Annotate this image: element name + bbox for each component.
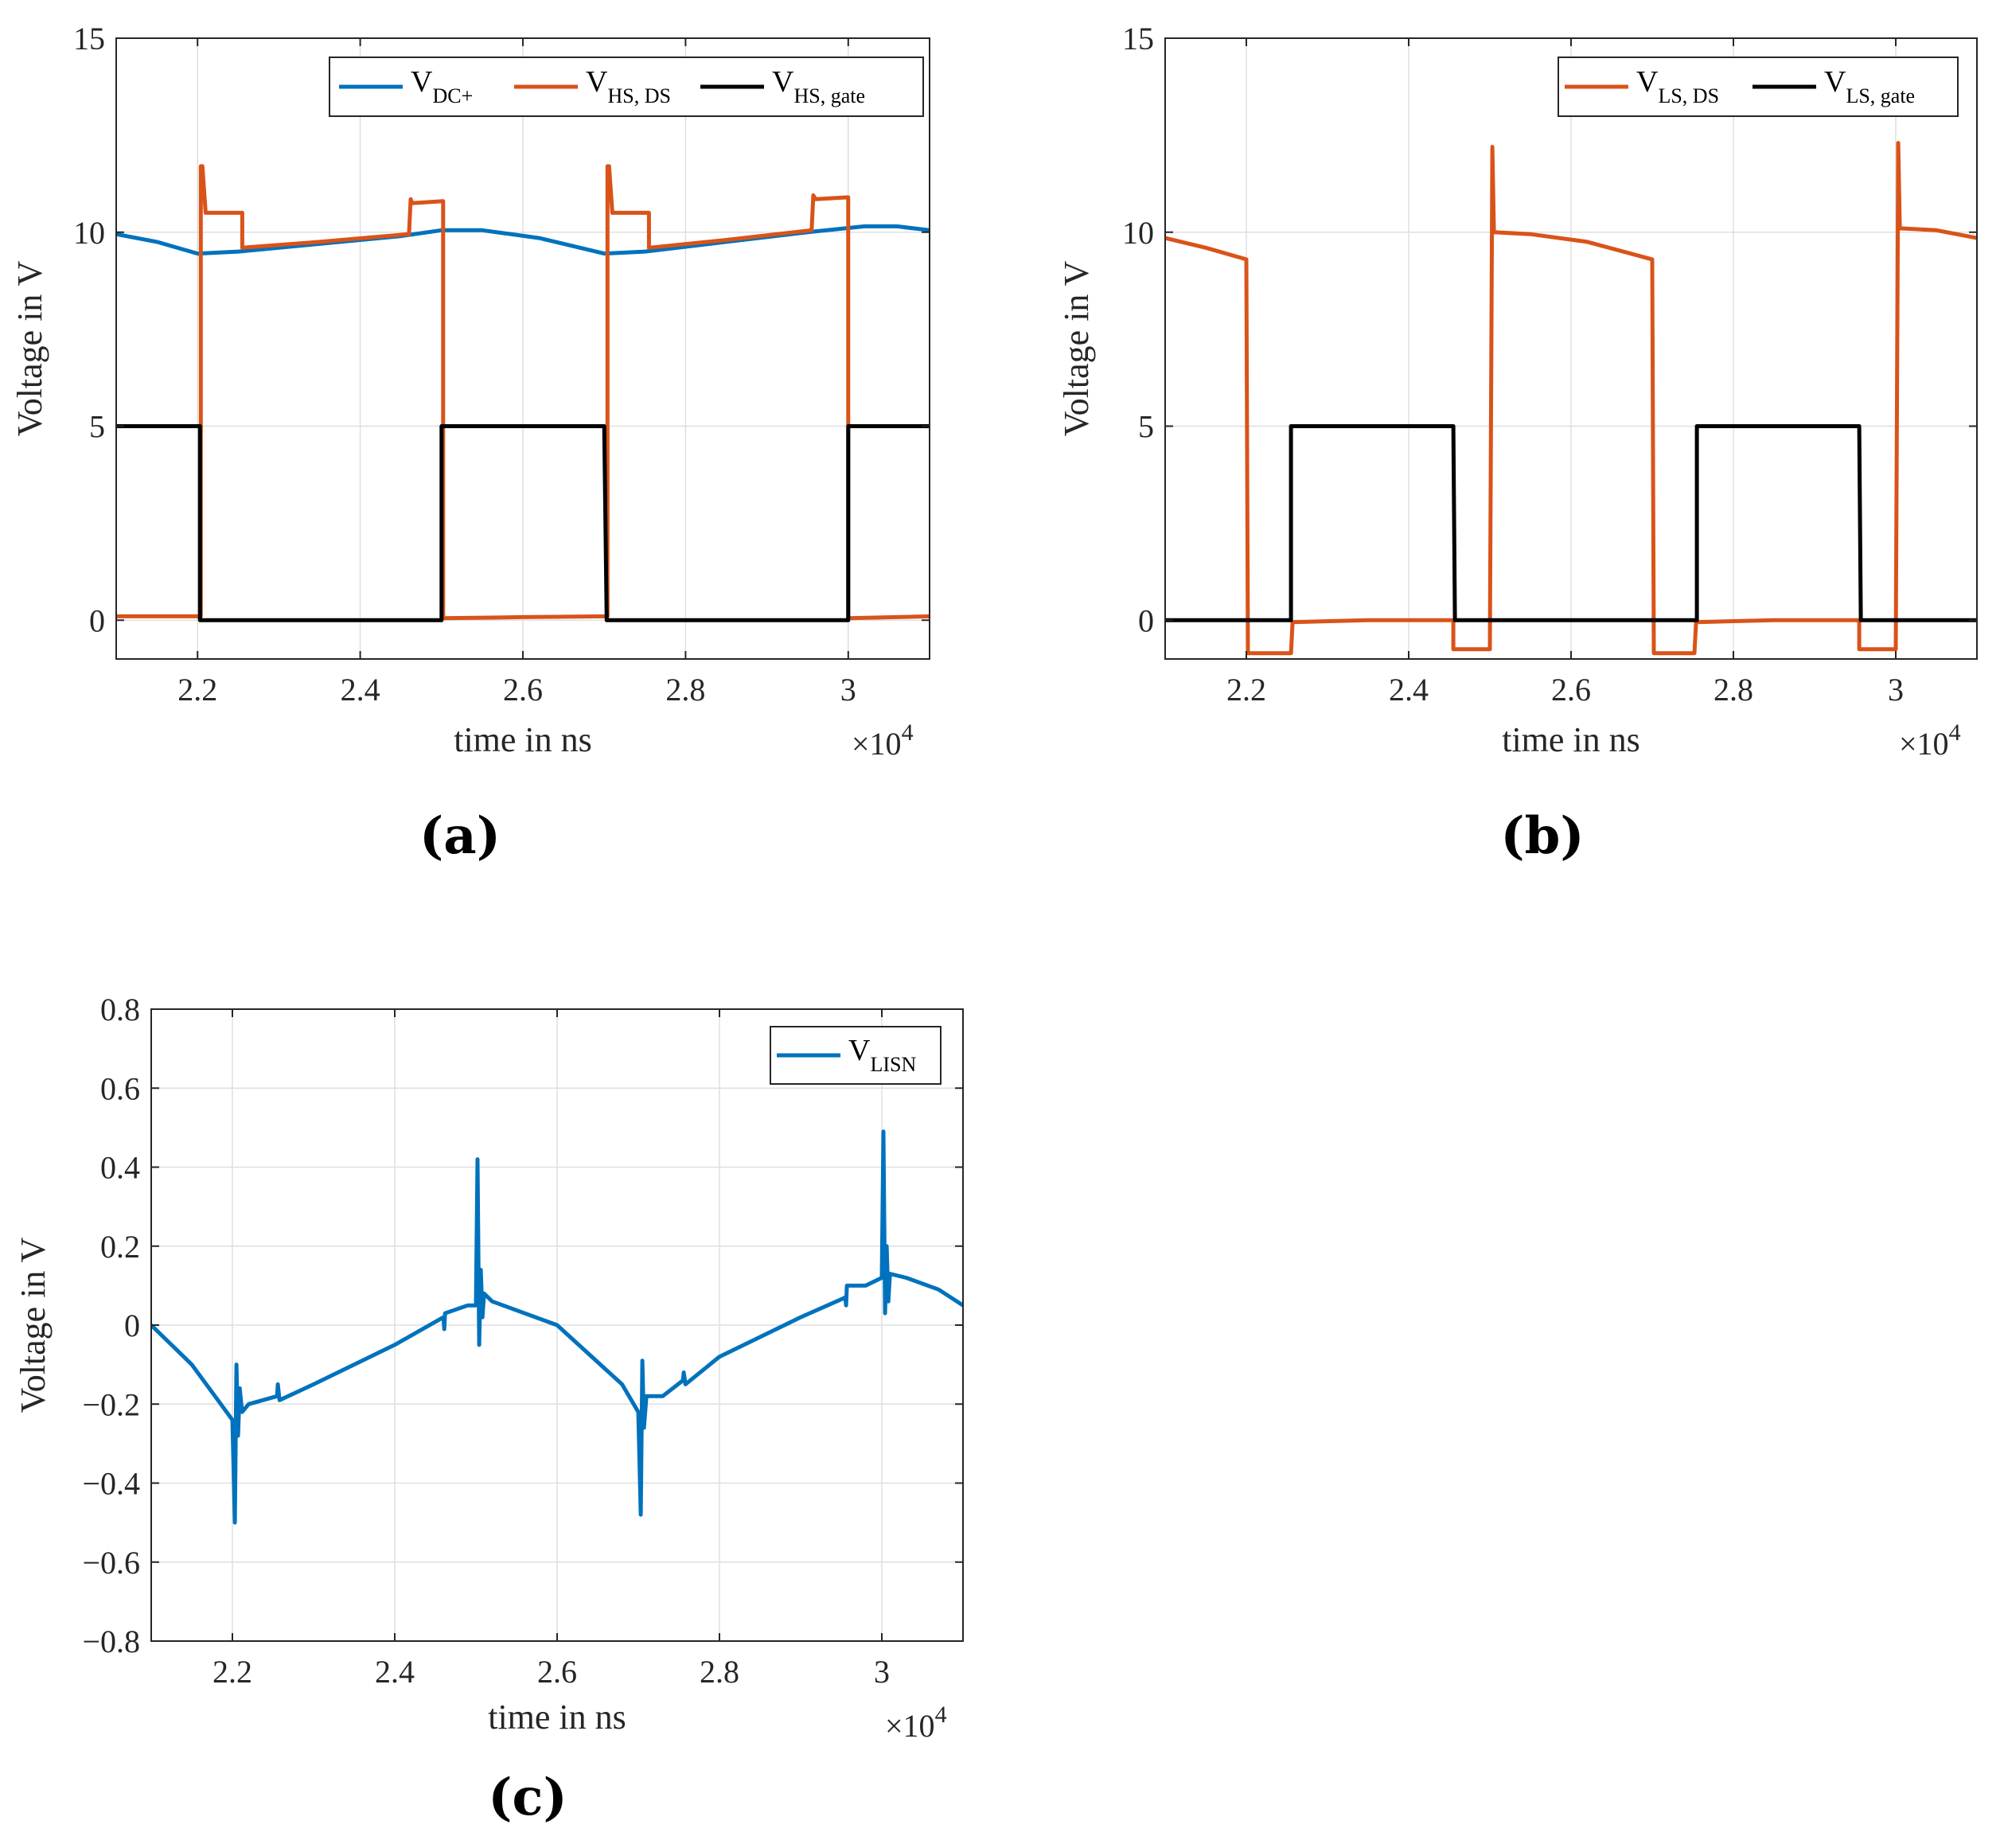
series-line-hs-ds: [116, 164, 930, 621]
y-tick-label: 0: [89, 602, 105, 638]
y-tick-label: 10: [1122, 215, 1154, 251]
y-tick-label: 0.8: [100, 992, 140, 1027]
series-line-ls-gate: [1165, 424, 1977, 622]
y-tick-label: 15: [1122, 21, 1154, 57]
x-tick-label: 3: [1888, 672, 1904, 708]
y-tick-label: 0.4: [100, 1150, 140, 1186]
y-tick-label: 0: [1138, 602, 1154, 638]
x-axis-label: time in ns: [488, 1698, 626, 1737]
y-tick-label: 0.6: [100, 1070, 140, 1106]
y-axis-label: Voltage in V: [1057, 260, 1096, 436]
x-tick-label: 2.2: [212, 1654, 252, 1690]
x-axis-label: time in ns: [1502, 720, 1640, 759]
y-tick-label: 10: [73, 215, 105, 251]
x-exponent-label: ×104: [1899, 719, 1961, 762]
x-tick-label: 2.6: [503, 672, 543, 708]
y-tick-label: −0.2: [82, 1386, 140, 1422]
x-tick-label: 2.8: [700, 1654, 739, 1690]
y-tick-label: 15: [73, 21, 105, 57]
y-axis-label: Voltage in V: [10, 260, 49, 436]
chart-c: 2.2 2.4 2.6 2.8 3 −0.8 −0.6 −0.4 −0.2 0 0.2 0.4 0.6 0…: [14, 992, 964, 1744]
y-tick-label: 5: [89, 409, 105, 445]
y-tick-label: 0.2: [100, 1229, 140, 1265]
x-tick-label: 2.6: [537, 1654, 577, 1690]
x-tick-label: 2.8: [1714, 672, 1753, 708]
y-tick-label: 0: [124, 1308, 140, 1343]
y-tick-label: −0.6: [82, 1545, 140, 1581]
x-tick-label: 2.6: [1551, 672, 1591, 708]
x-tick-label: 2.2: [1226, 672, 1266, 708]
x-tick-label: 3: [874, 1654, 890, 1690]
x-exponent-label: ×104: [885, 1702, 947, 1744]
legend-box: [329, 57, 924, 117]
series-line-hs-gate: [116, 424, 930, 622]
y-tick-label: 5: [1138, 409, 1154, 445]
series-line-dc-: [116, 224, 930, 256]
y-tick-label: −0.4: [82, 1466, 140, 1502]
panel-label-b: (b): [1500, 806, 1584, 866]
panel-label-c: (c): [488, 1768, 567, 1827]
x-tick-label: 2.8: [665, 672, 705, 708]
y-tick-label: −0.8: [82, 1624, 140, 1659]
x-tick-label: 2.4: [1389, 672, 1429, 708]
y-axis-label: Voltage in V: [14, 1237, 53, 1413]
x-tick-label: 2.2: [177, 672, 217, 708]
x-axis-label: time in ns: [454, 720, 592, 759]
x-tick-label: 3: [840, 672, 856, 708]
series-line-lisn: [151, 1129, 963, 1525]
chart-a: 2.2 2.4 2.6 2.8 3 0 5 10 15 ×104 time in ns Voltage…: [10, 21, 930, 762]
x-tick-label: 2.4: [341, 672, 380, 708]
x-tick-label: 2.4: [375, 1654, 415, 1690]
chart-b: 2.2 2.4 2.6 2.8 3 0 5 10 15 ×104 time in ns Voltage…: [1057, 21, 1978, 762]
series-line-ls-ds: [1165, 141, 1977, 656]
x-exponent-label: ×104: [852, 719, 914, 762]
panel-label-a: (a): [419, 806, 501, 866]
